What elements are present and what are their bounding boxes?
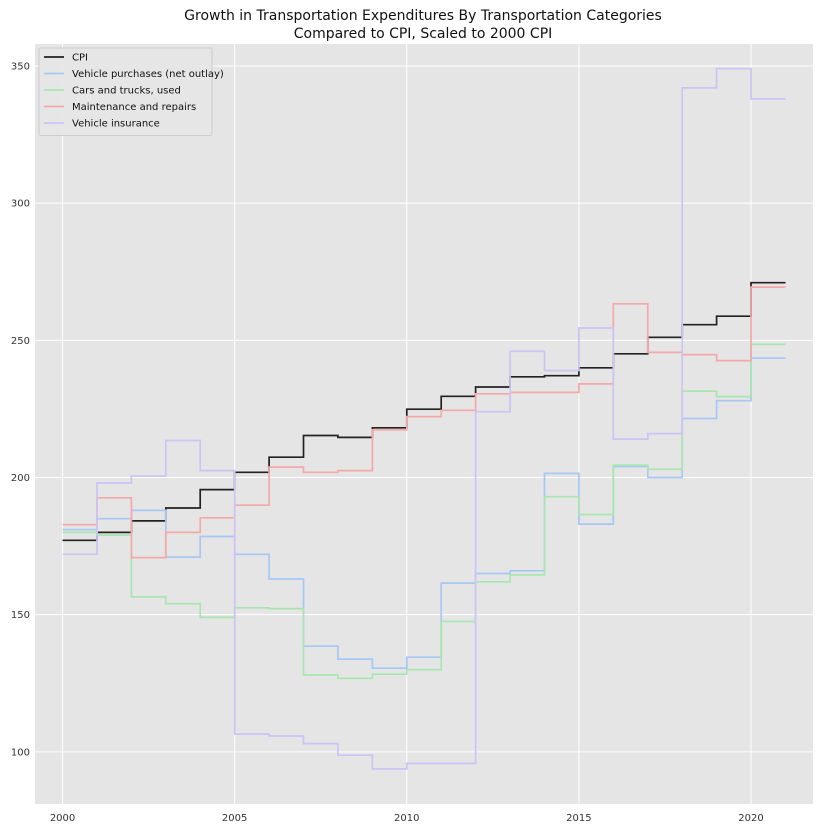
legend-label: Vehicle purchases (net outlay) (72, 69, 224, 80)
y-tick-label: 350 (11, 61, 30, 72)
x-tick-label: 2005 (222, 813, 247, 824)
axis-ticks: 2000 2005 2010 2015 2020 100 150 200 250 300 350 (11, 61, 764, 824)
series-layer (62, 67, 786, 770)
x-tick-label: 2015 (566, 813, 591, 824)
chart-title-line-2: Compared to CPI, Scaled to 2000 CPI (294, 26, 553, 42)
legend-label: Cars and trucks, used (72, 86, 181, 97)
x-tick-label: 2010 (394, 813, 419, 824)
y-tick-label: 100 (11, 747, 30, 758)
series-line-cpi (62, 281, 786, 542)
plot-area (35, 44, 813, 804)
series-line-vehicle-insurance (62, 67, 786, 770)
y-tick-label: 250 (11, 336, 30, 347)
legend: CPI Vehicle purchases (net outlay) Cars an… (38, 47, 224, 136)
series-line-vehicle-purchases-net-outlay (62, 357, 786, 670)
series-line-cars-and-trucks-used (62, 343, 786, 680)
series-line-maintenance-and-repairs (62, 286, 786, 559)
x-tick-label: 2020 (738, 813, 763, 824)
y-tick-label: 150 (11, 610, 30, 621)
legend-label: Vehicle insurance (72, 119, 160, 130)
y-tick-label: 300 (11, 199, 30, 210)
x-tick-label: 2000 (50, 813, 75, 824)
y-tick-label: 200 (11, 473, 30, 484)
legend-label: Maintenance and repairs (72, 102, 196, 113)
legend-label: CPI (72, 53, 88, 64)
chart-title-line-1: Growth in Transportation Expenditures By… (184, 8, 662, 24)
legend-box (38, 47, 213, 136)
